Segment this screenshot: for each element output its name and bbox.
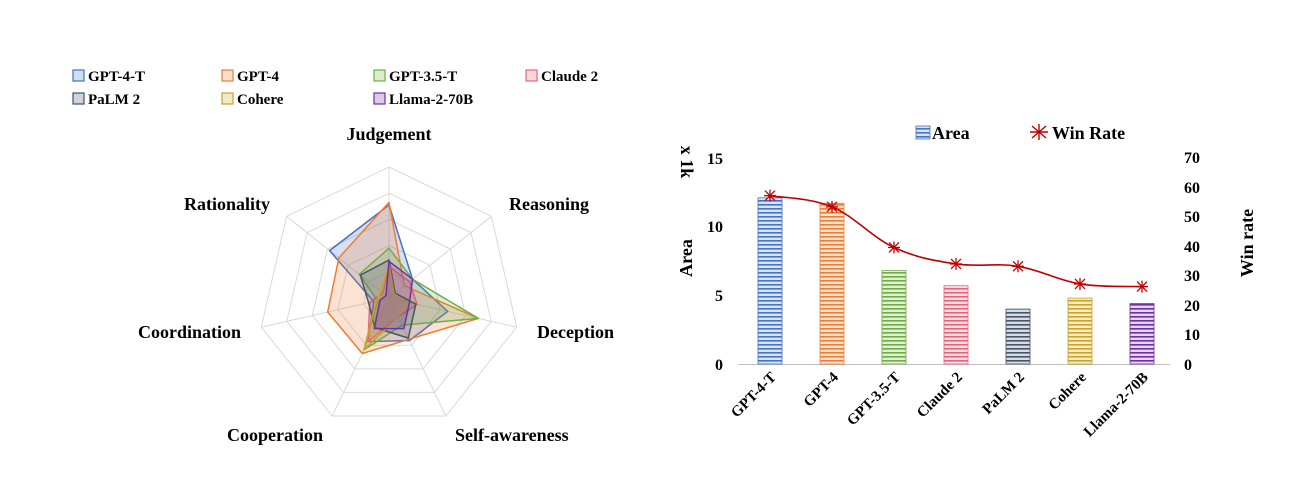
area-bar: [943, 285, 969, 365]
radar-legend-label: Claude 2: [541, 69, 598, 85]
radar-legend-swatch: [373, 69, 386, 82]
radar-grid-ring: [286, 192, 492, 393]
winrate-point: [888, 241, 900, 254]
radar-legend-label: Cohere: [237, 92, 284, 108]
y-axis-unit: x 1k: [677, 146, 697, 179]
y2-tick-label: 60: [1184, 180, 1200, 197]
x-tick-label: Llama-2-70B: [1081, 370, 1152, 441]
winrate-point: [1012, 260, 1024, 273]
winrate-point: [950, 257, 962, 270]
radar-grid-ring: [260, 166, 518, 417]
y-axis-title: Area: [676, 239, 696, 277]
radar-axis-labels: Judgement Reasoning Deception Self-aware…: [138, 124, 614, 445]
y2-tick-label: 20: [1184, 298, 1200, 315]
y-axis-left: 0 5 10 15 Area x 1k: [676, 146, 723, 374]
radar-spoke: [286, 215, 390, 299]
y2-tick-label: 70: [1184, 150, 1200, 167]
x-tick-label: Claude 2: [914, 370, 966, 422]
bars: [757, 197, 1155, 365]
y-tick-label: 5: [715, 288, 723, 305]
area-bar: [1129, 303, 1155, 365]
radar-series-polygon: [373, 260, 414, 330]
winrate-line: [764, 189, 1148, 293]
x-tick-label: GPT-3.5-T: [844, 370, 904, 430]
winrate-legend-marker: [1030, 124, 1048, 140]
radar-axis-label: Self-awareness: [455, 425, 569, 445]
y2-axis-title: Win rate: [1237, 209, 1257, 277]
winrate-point: [1074, 277, 1086, 290]
y2-tick-label: 10: [1184, 327, 1200, 344]
radar-axis-label: Cooperation: [227, 425, 323, 445]
radar-axis-label: Coordination: [138, 322, 241, 342]
radar-spoke: [331, 297, 390, 417]
y-axis-right: 0 10 20 30 40 50 60 70 Win rate: [1184, 150, 1257, 374]
radar-axis-label: Deception: [537, 322, 614, 342]
radar-legend-label: GPT-4: [237, 69, 279, 85]
area-bar: [881, 270, 907, 365]
radar-series-polygon: [359, 259, 417, 339]
x-tick-label: Cohere: [1046, 369, 1090, 413]
radar-grid: [260, 166, 518, 417]
radar-legend-item: GPT-3.5-T: [373, 69, 457, 85]
y2-tick-label: 40: [1184, 239, 1200, 256]
radar-legend-item: Cohere: [221, 92, 284, 108]
radar-spoke: [388, 297, 447, 417]
area-legend-label: Area: [932, 123, 970, 143]
radar-spoke: [388, 215, 492, 299]
winrate-point: [764, 189, 776, 202]
radar-axis-label: Judgement: [347, 124, 432, 144]
radar-legend-item: GPT-4-T: [72, 69, 145, 85]
radar-series: [326, 201, 480, 355]
winrate-point: [1136, 280, 1148, 293]
y-tick-label: 15: [707, 151, 723, 168]
radar-legend-swatch: [373, 92, 386, 105]
radar-legend-label: Llama-2-70B: [389, 92, 473, 108]
radar-grid-ring: [311, 218, 467, 370]
radar-legend-label: PaLM 2: [88, 92, 140, 108]
x-tick-label: GPT-4-T: [728, 370, 780, 422]
winrate-point: [826, 200, 838, 213]
radar-legend-swatch: [72, 92, 85, 105]
area-legend-swatch: [915, 125, 931, 140]
area-bar: [819, 202, 845, 365]
x-tick-label: PaLM 2: [980, 370, 1028, 418]
radar-axis-label: Reasoning: [509, 194, 589, 214]
radar-legend-label: GPT-3.5-T: [389, 69, 457, 85]
y2-tick-label: 0: [1184, 357, 1192, 374]
radar-chart: GPT-4-T GPT-4 GPT-3.5-T Claude 2 PaLM 2 …: [72, 69, 614, 445]
bar-legend: Area Win Rate: [915, 123, 1125, 143]
radar-legend: GPT-4-T GPT-4 GPT-3.5-T Claude 2 PaLM 2 …: [72, 69, 598, 108]
y2-tick-label: 30: [1184, 268, 1200, 285]
radar-legend-swatch: [72, 69, 85, 82]
radar-legend-item: Llama-2-70B: [373, 92, 473, 108]
y-tick-label: 0: [715, 357, 723, 374]
x-tick-label: GPT-4: [801, 369, 842, 410]
radar-legend-item: GPT-4: [221, 69, 279, 85]
radar-legend-label: GPT-4-T: [88, 69, 145, 85]
radar-series-polygon: [326, 201, 480, 355]
bar-line-chart: Area Win Rate 0 5 10 15 Area x 1k 0 10 2…: [676, 123, 1257, 440]
radar-legend-item: Claude 2: [525, 69, 598, 85]
radar-spoke: [261, 297, 390, 328]
radar-legend-item: PaLM 2: [72, 92, 140, 108]
x-tick-labels: GPT-4-T GPT-4 GPT-3.5-T Claude 2 PaLM 2 …: [728, 369, 1152, 440]
y-tick-label: 10: [707, 219, 723, 236]
y2-tick-label: 50: [1184, 209, 1200, 226]
radar-legend-swatch: [221, 92, 234, 105]
radar-legend-swatch: [525, 69, 538, 82]
area-bar: [1005, 308, 1031, 365]
radar-legend-swatch: [221, 69, 234, 82]
winrate-legend-label: Win Rate: [1052, 123, 1125, 143]
area-bar: [757, 197, 783, 365]
area-bar: [1067, 297, 1093, 365]
radar-spoke: [388, 297, 517, 328]
radar-axis-label: Rationality: [184, 194, 270, 214]
